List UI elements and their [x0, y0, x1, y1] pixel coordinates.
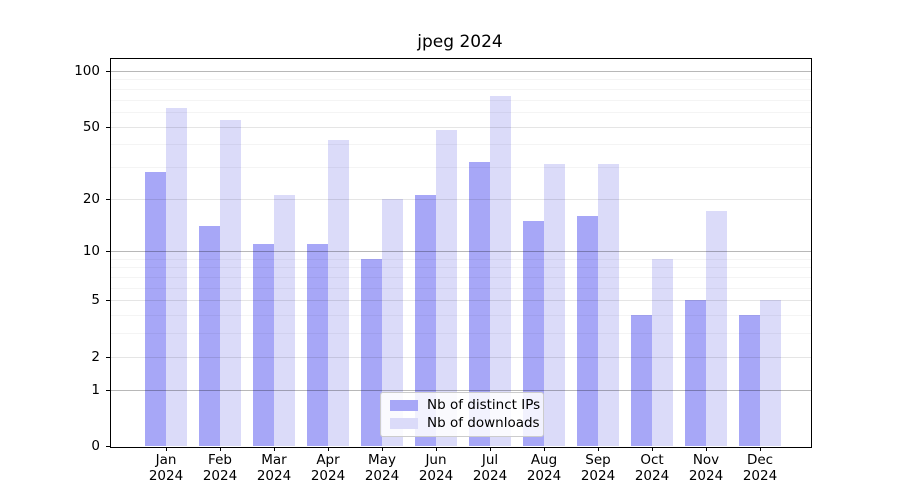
plot-area-border [110, 58, 812, 448]
gridline-major-20 [111, 199, 811, 200]
bar-ips-jul [469, 161, 490, 446]
y-tick-1 [106, 390, 110, 391]
y-tick-label-1: 1 [91, 382, 100, 398]
bar-ips-jun [415, 194, 436, 446]
x-tick-sep [598, 447, 599, 451]
bar-ips-dec [739, 315, 760, 446]
x-tick-may [382, 447, 383, 451]
gridline-minor-80 [111, 89, 811, 90]
x-tick-label-aug: Aug 2024 [526, 452, 562, 484]
bar-downloads-may [382, 198, 403, 446]
y-tick-label-10: 10 [82, 243, 100, 259]
x-tick-dec [760, 447, 761, 451]
bar-ips-sep [577, 215, 598, 446]
gridline-minor-7 [111, 277, 811, 278]
y-tick-label-0: 0 [91, 438, 100, 454]
bar-downloads-oct [652, 258, 673, 446]
gridline-major-50 [111, 127, 811, 128]
gridline-minor-3 [111, 333, 811, 334]
bar-ips-nov [685, 300, 706, 446]
x-tick-feb [220, 447, 221, 451]
bar-downloads-aug [544, 164, 565, 446]
x-tick-jun [436, 447, 437, 451]
bar-downloads-sep [598, 164, 619, 446]
bar-downloads-apr [328, 140, 349, 446]
y-tick-label-20: 20 [82, 191, 100, 207]
x-tick-apr [328, 447, 329, 451]
y-tick-20 [106, 199, 110, 200]
x-tick-label-feb: Feb 2024 [202, 452, 238, 484]
legend-label-downloads: Nb of downloads [427, 415, 540, 431]
legend-swatch-distinct-ips [390, 400, 418, 411]
x-tick-aug [544, 447, 545, 451]
bar-downloads-jul [490, 96, 511, 446]
legend: Nb of distinct IPs Nb of downloads [380, 392, 544, 437]
bar-downloads-jun [436, 129, 457, 446]
legend-swatch-downloads [390, 418, 418, 429]
x-tick-jul [490, 447, 491, 451]
y-tick-0 [106, 446, 110, 447]
x-tick-label-sep: Sep 2024 [580, 452, 616, 484]
x-tick-label-dec: Dec 2024 [742, 452, 778, 484]
x-tick-label-apr: Apr 2024 [310, 452, 346, 484]
y-tick-100 [106, 71, 110, 72]
bar-ips-mar [253, 244, 274, 446]
bar-downloads-mar [274, 194, 295, 446]
y-tick-label-100: 100 [74, 63, 100, 79]
gridline-minor-8 [111, 267, 811, 268]
gridline-major-5 [111, 300, 811, 301]
gridline-major-10 [111, 251, 811, 252]
x-tick-nov [706, 447, 707, 451]
bar-ips-oct [631, 315, 652, 446]
x-tick-jan [166, 447, 167, 451]
gridline-minor-30 [111, 167, 811, 168]
bar-downloads-nov [706, 211, 727, 446]
x-tick-label-may: May 2024 [364, 452, 400, 484]
gridline-minor-90 [111, 79, 811, 80]
gridline-minor-60 [111, 112, 811, 113]
gridline-major-1 [111, 390, 811, 391]
y-tick-label-2: 2 [91, 349, 100, 365]
gridline-minor-4 [111, 315, 811, 316]
y-tick-5 [106, 300, 110, 301]
legend-item-distinct-ips: Nb of distinct IPs [390, 398, 543, 413]
bar-downloads-jan [166, 108, 187, 446]
chart-title: jpeg 2024 [417, 32, 503, 52]
bar-ips-jan [145, 172, 166, 446]
y-tick-label-50: 50 [82, 119, 100, 135]
bar-ips-apr [307, 244, 328, 446]
gridline-minor-6 [111, 288, 811, 289]
x-tick-label-oct: Oct 2024 [634, 452, 670, 484]
y-tick-10 [106, 251, 110, 252]
gridline-major-2 [111, 357, 811, 358]
gridline-minor-40 [111, 144, 811, 145]
y-tick-2 [106, 357, 110, 358]
bar-ips-may [361, 258, 382, 446]
x-tick-label-jul: Jul 2024 [472, 452, 508, 484]
bar-ips-aug [523, 220, 544, 446]
x-tick-mar [274, 447, 275, 451]
gridline-minor-70 [111, 100, 811, 101]
bar-ips-feb [199, 225, 220, 446]
x-tick-label-mar: Mar 2024 [256, 452, 292, 484]
x-tick-label-jan: Jan 2024 [148, 452, 184, 484]
legend-label-distinct-ips: Nb of distinct IPs [427, 397, 541, 413]
gridline-minor-9 [111, 259, 811, 260]
y-tick-label-5: 5 [91, 292, 100, 308]
x-tick-label-jun: Jun 2024 [418, 452, 454, 484]
gridline-major-100 [111, 71, 811, 72]
x-tick-label-nov: Nov 2024 [688, 452, 724, 484]
bar-downloads-feb [220, 120, 241, 446]
y-tick-50 [106, 127, 110, 128]
x-tick-oct [652, 447, 653, 451]
bar-downloads-dec [760, 300, 781, 446]
legend-item-downloads: Nb of downloads [390, 416, 543, 431]
